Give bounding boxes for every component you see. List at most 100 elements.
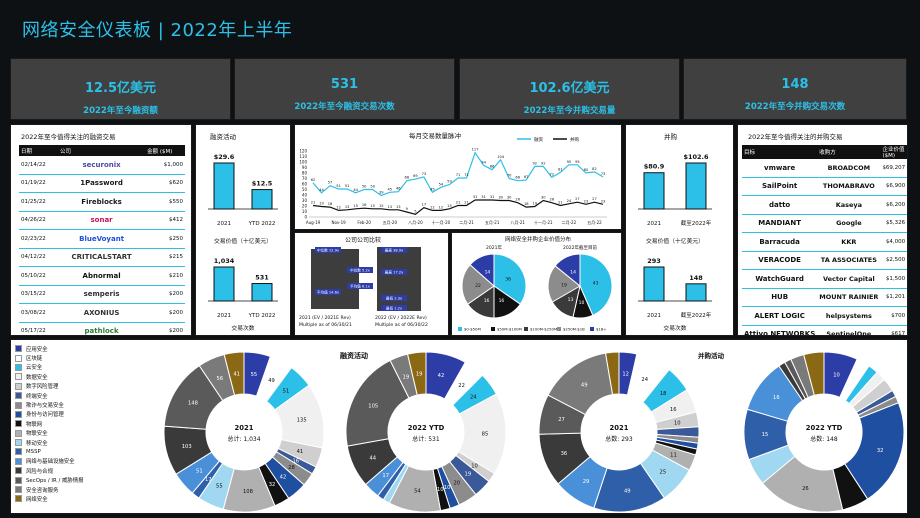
table-row: 01/25/22 Fireblocks $550: [19, 192, 185, 212]
kpi-value: 531: [330, 77, 359, 92]
data-label: 18: [328, 202, 333, 206]
legend-label: 并购: [570, 136, 579, 143]
data-label: 21: [558, 200, 563, 204]
slice-label: 42: [280, 474, 287, 480]
kpi-value: 12.5亿美元: [84, 81, 157, 96]
legend-item: 物联网: [15, 419, 115, 428]
legend-swatch: [524, 327, 528, 331]
slice-label: 11: [670, 453, 677, 459]
legend-item: SecOps / IR / 威胁情报: [15, 475, 115, 484]
table-row: VERACODE TA ASSOCIATES $2,500: [742, 251, 907, 270]
pie-slice: [547, 265, 581, 303]
data-label: 44: [319, 188, 324, 192]
data-label: 12: [439, 205, 444, 209]
x-tick-label: 八月-20: [408, 220, 423, 225]
value-axis-title: 交易价值（十亿美元）: [214, 237, 272, 245]
legend-label: 终端安全: [26, 393, 48, 400]
slice-label: 16: [292, 458, 299, 464]
slice-label: 36: [561, 451, 568, 457]
legend-label: $250M-$1B: [563, 327, 585, 332]
mna-deals-table: 目标 收购方 企业价值 ($M) vmware BROADCOM $69,207…: [742, 145, 907, 335]
company-logo: sonar: [58, 211, 146, 230]
y-tick-label: 50: [302, 187, 308, 192]
count-label: 293: [647, 257, 661, 265]
donut-total: 总数: 293: [605, 435, 633, 443]
pie-title: 2022年截至目前: [563, 244, 597, 251]
slice-label: 18: [660, 391, 667, 397]
count-axis-title: 交易次数: [663, 324, 686, 332]
legend-item: 云安全: [15, 363, 115, 372]
slice-label: 54: [414, 488, 421, 494]
data-label: 21: [311, 200, 316, 204]
slice-label: 16: [670, 407, 677, 413]
data-label: 92: [541, 161, 546, 165]
legend-label: 安全咨询服务: [26, 487, 59, 494]
data-label: 54: [439, 182, 444, 186]
amount-cell: $620: [145, 174, 185, 193]
y-tick-label: 60: [302, 182, 308, 187]
amount-cell: $200: [145, 303, 185, 323]
data-label: 73: [422, 172, 427, 176]
data-label: 95: [575, 160, 580, 164]
section-title: 融资活动: [340, 351, 368, 360]
slice-label: 10: [674, 421, 681, 427]
x-tick-label: 五月-21: [485, 220, 500, 225]
y-tick-label: 10: [302, 209, 308, 214]
company-logo: semperis: [58, 285, 146, 304]
amount-cell: $200: [145, 285, 185, 304]
legend-swatch: [15, 401, 22, 409]
table-row: 05/17/22 pathlock $200: [19, 322, 185, 335]
stat-box-label: 中位数 5.2x: [350, 268, 371, 273]
target-logo: HUB: [742, 288, 818, 307]
pie-slice: [554, 253, 581, 288]
y-tick-label: 110: [299, 154, 307, 159]
slice-label: 135: [297, 418, 307, 424]
legend-label: 身份与访问管理: [26, 412, 64, 419]
stat-box: [381, 247, 407, 253]
pie-slice: [493, 253, 527, 305]
pie-slice: [604, 351, 620, 396]
slice-label: 10: [579, 300, 585, 306]
monthly-pulse-panel: 每月交易数量脉冲 融资 并购 0 10 20 30 40 50 60 70 80 90 100 110 120…: [294, 124, 622, 230]
kpi-value: 148: [781, 77, 809, 92]
x-tick-label: 二月-22: [562, 220, 577, 225]
count-axis-title: 交易次数: [231, 324, 254, 332]
sector-donuts-chart: 融资活动 并购活动55495113541162842321085517511031…: [163, 351, 905, 513]
table-row: 02/23/22 BlueVoyant $250: [19, 229, 185, 249]
slice-label: 10: [444, 485, 451, 491]
target-logo: MANDIANT: [742, 214, 818, 233]
value-bar: [251, 189, 273, 210]
legend-swatch: [15, 392, 22, 400]
acquirer-logo: BROADCOM: [817, 159, 881, 178]
company-logo: AXONIUS: [58, 303, 146, 323]
range-box-2022: [377, 247, 421, 311]
count-bar: [213, 266, 235, 302]
legend-label: 网络与基础设施安全: [26, 459, 75, 466]
date-cell: 01/25/22: [19, 192, 59, 212]
data-label: 13: [387, 205, 392, 209]
slice-label: 24: [470, 395, 477, 401]
legend-label: $100M-$250M: [530, 327, 557, 332]
data-label: 94: [481, 160, 486, 164]
slice-label: 49: [581, 382, 588, 388]
data-label: 21: [456, 200, 461, 204]
pie-slice: [579, 253, 613, 316]
mna-deals-title: 2022年至今值得关注的并购交易: [748, 133, 843, 141]
kpi-label: 2022年至今并购交易量: [523, 106, 616, 116]
sector-panel: 应用安全 区块链 云安全 数据安全 数字风险管理 终端安全 欺诈与交易安全 身份与访问管理 物联…: [10, 339, 908, 514]
donut-total: 总计: 1,034: [227, 435, 260, 443]
value-label: $102.6: [683, 153, 709, 161]
date-cell: 04/26/22: [19, 211, 59, 230]
funding-deals-table: 日期 公司 金额 ($M) 02/14/22 securonix $1,000 0…: [19, 145, 185, 335]
acquirer-logo: THOMABRAVO: [817, 177, 881, 196]
title-bar: 网络安全仪表板 | 2022年上半年: [0, 0, 920, 56]
slice-label: 32: [877, 448, 884, 454]
donut-year: 2022 YTD: [806, 424, 843, 432]
legend-label: 物联安全: [26, 431, 48, 438]
data-label: 104: [497, 155, 505, 159]
ev-cell: $6,900: [880, 177, 907, 196]
table-row: 03/08/22 AXONIUS $200: [19, 303, 185, 323]
slice-label: 16: [773, 395, 780, 401]
slice-label: 24: [641, 377, 648, 383]
